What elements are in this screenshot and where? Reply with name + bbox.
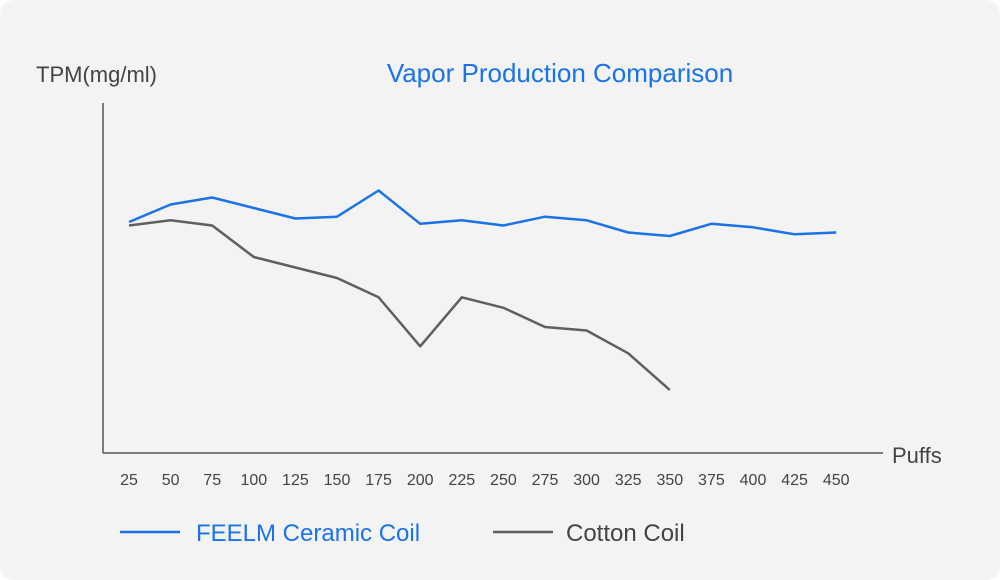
x-tick-label: 50 <box>162 472 180 489</box>
legend-label-feelm: FEELM Ceramic Coil <box>196 520 420 547</box>
x-tick-labels: 25 50 75 100 125 150 175 200 225 250 275 300 325 350 3… <box>120 472 850 489</box>
x-tick-label: 150 <box>324 472 351 489</box>
x-axis-label: Puffs <box>892 443 942 468</box>
x-tick-label: 450 <box>823 472 850 489</box>
x-tick-label: 75 <box>203 472 221 489</box>
chart-title: Vapor Production Comparison <box>387 58 733 88</box>
x-tick-label: 100 <box>240 472 267 489</box>
x-tick-label: 25 <box>120 472 138 489</box>
x-tick-label: 400 <box>740 472 767 489</box>
x-tick-label: 350 <box>656 472 683 489</box>
series-line-feelm-ceramic-coil <box>128 189 837 238</box>
x-tick-label: 425 <box>781 472 808 489</box>
legend: FEELM Ceramic Coil Cotton Coil <box>120 520 685 547</box>
x-tick-label: 175 <box>365 472 392 489</box>
x-tick-label: 200 <box>407 472 434 489</box>
x-tick-label: 250 <box>490 472 517 489</box>
series-line-cotton-coil <box>128 219 671 391</box>
y-axis-label: TPM(mg/ml) <box>36 62 157 87</box>
x-tick-label: 325 <box>615 472 642 489</box>
series-lines <box>128 189 837 391</box>
legend-label-cotton: Cotton Coil <box>566 520 685 547</box>
x-tick-label: 375 <box>698 472 725 489</box>
x-tick-label: 125 <box>282 472 309 489</box>
x-tick-label: 225 <box>448 472 475 489</box>
x-tick-label: 300 <box>573 472 600 489</box>
x-tick-label: 275 <box>532 472 559 489</box>
